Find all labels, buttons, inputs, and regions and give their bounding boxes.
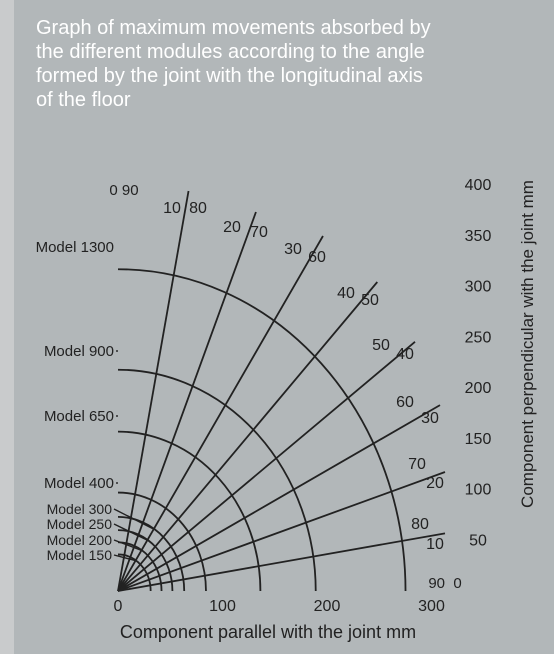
rays-layer — [117, 190, 446, 592]
angle-label-b: 50 — [361, 292, 379, 309]
angle-ray-20 — [117, 471, 446, 592]
y-tick-label: 250 — [465, 329, 492, 346]
angle-label-a: 10 — [163, 200, 181, 217]
angle-label-b: 20 — [426, 475, 444, 492]
angle-ray-30 — [117, 404, 441, 592]
angle-label-a: 60 — [396, 394, 414, 411]
corner-label-horizontal: 90 0 — [428, 575, 461, 592]
y-tick-label: 350 — [465, 228, 492, 245]
angle-label-b: 70 — [250, 224, 268, 241]
arc-model-650 — [117, 430, 262, 592]
model-label: Model 1300 — [36, 239, 114, 256]
y-tick-label: 200 — [465, 380, 492, 397]
y-tick-label: 150 — [465, 431, 492, 448]
model-label: Model 650 — [44, 408, 114, 425]
angle-label-a: 40 — [337, 285, 355, 302]
y-tick-label: 100 — [465, 482, 492, 499]
x-tick-label: 200 — [314, 598, 341, 615]
leader-line — [113, 539, 143, 552]
x-tick-label: 300 — [418, 598, 445, 615]
leader-line — [113, 508, 155, 531]
angle-ray-40 — [117, 341, 416, 592]
angle-label-b: 60 — [308, 249, 326, 266]
arc-model-900 — [117, 368, 317, 592]
angle-label-a: 50 — [372, 337, 390, 354]
x-tick-label: 100 — [209, 598, 236, 615]
angle-ray-60 — [117, 235, 324, 592]
angle-ray-50 — [117, 281, 378, 592]
angle-ray-80 — [117, 190, 190, 592]
angle-ray-10 — [117, 532, 446, 592]
angle-label-b: 10 — [426, 536, 444, 553]
leader-line — [113, 554, 137, 562]
arc-model-1300 — [117, 268, 407, 592]
x-tick-label: 0 — [114, 598, 123, 615]
y-tick-label: 50 — [469, 532, 487, 549]
y-axis-label: Component perpendicular with the joint m… — [518, 180, 537, 508]
chart-title: Graph of maximum movements absorbed by t… — [36, 17, 431, 111]
model-label: Model 400 — [44, 475, 114, 492]
angle-label-a: 70 — [408, 456, 426, 473]
chart-frame — [14, 0, 554, 654]
angle-label-b: 40 — [396, 346, 414, 363]
labels-layer: Model 1300 Model 900 Model 650 Model 400 Mod… — [36, 177, 492, 615]
arc-model-400 — [117, 491, 207, 592]
angle-label-b: 80 — [189, 200, 207, 217]
angle-label-b: 30 — [421, 410, 439, 427]
model-label: Model 150 — [47, 547, 113, 563]
y-tick-label: 400 — [465, 177, 492, 194]
y-tick-label: 300 — [465, 279, 492, 296]
angle-label-a: 20 — [223, 219, 241, 236]
corner-label-vertical: 0 90 — [109, 182, 138, 199]
model-label: Model 300 — [47, 501, 113, 517]
model-label: Model 250 — [47, 516, 113, 532]
angle-label-a: 80 — [411, 516, 429, 533]
model-label: Model 200 — [47, 532, 113, 548]
angle-label-a: 30 — [284, 241, 302, 258]
x-axis-label: Component parallel with the joint mm — [120, 622, 416, 642]
angle-ray-70 — [117, 211, 257, 592]
leader-line — [113, 523, 149, 542]
model-label: Model 900 — [44, 343, 114, 360]
